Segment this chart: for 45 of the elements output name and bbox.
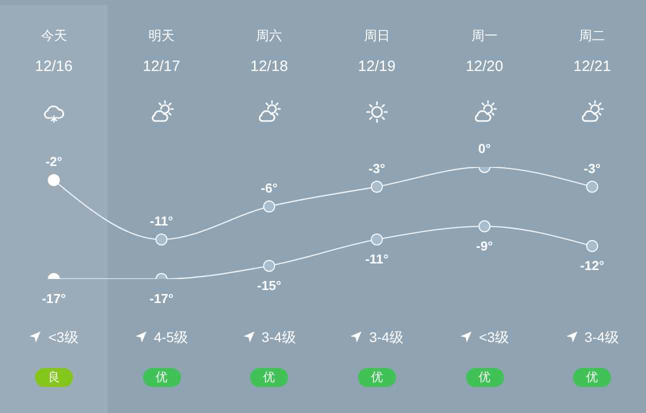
point (586, 240, 598, 252)
point (586, 180, 598, 193)
data-label: -6° (260, 180, 278, 196)
point (478, 220, 490, 232)
badge: 优 (142, 368, 180, 387)
data-label: -9° (476, 238, 493, 254)
text: 3-4级 (369, 328, 404, 346)
text: 12/19 (357, 58, 397, 76)
data-label: -11° (150, 213, 174, 228)
data-label: 0° (478, 141, 491, 156)
text: <3级 (48, 328, 78, 346)
badge: 优 (358, 368, 396, 387)
badge: 优 (466, 368, 504, 387)
x-tick-label: 明天 (148, 28, 174, 43)
point (156, 233, 168, 246)
text: 4-5级 (154, 328, 188, 346)
point (263, 260, 276, 272)
badge: 优 (250, 368, 288, 387)
x-tick-label: 今天 (40, 28, 67, 43)
point (263, 200, 276, 213)
badge: 良 (34, 368, 73, 387)
data-label: -11° (365, 251, 388, 266)
text: 12/20 (464, 58, 504, 76)
data-label: -2° (45, 154, 62, 170)
data-label: -15° (257, 278, 282, 293)
data-label: -3° (368, 160, 386, 176)
badge: 优 (573, 368, 612, 387)
text: 12/16 (34, 58, 74, 76)
data-label: -17° (150, 291, 174, 306)
text: <3级 (479, 328, 509, 346)
text: 3-4级 (262, 328, 296, 346)
text: 12/17 (142, 58, 182, 76)
x-tick-label: 周一 (472, 28, 498, 43)
text: 12/18 (249, 58, 289, 76)
point (370, 180, 383, 193)
data-label: -12° (580, 258, 604, 274)
text: 12/21 (572, 58, 612, 76)
point (48, 174, 60, 186)
x-tick-label: 周日 (364, 28, 390, 43)
data-label: -3° (584, 160, 601, 176)
data-label: -17° (42, 291, 66, 306)
x-tick-label: 周六 (256, 28, 282, 43)
x-tick-label: 周二 (579, 28, 606, 43)
point (370, 233, 383, 246)
text: 3-4级 (584, 328, 619, 346)
